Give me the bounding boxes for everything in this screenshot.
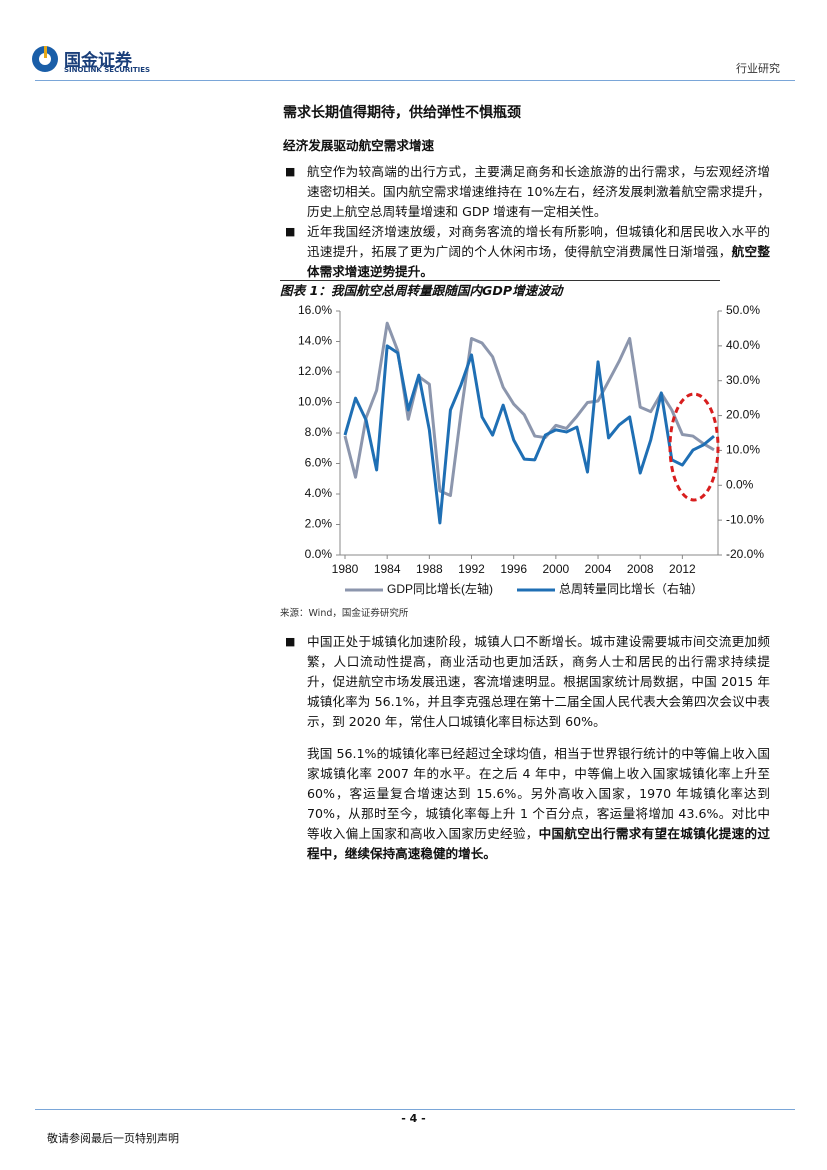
bullet-text: 航空作为较高端的出行方式，主要满足商务和长途旅游的出行需求，与宏观经济增速密切相… [307, 164, 770, 219]
emphasis: 航空整体需求增速逆势提升。 [307, 244, 771, 279]
y2-tick-label: 50.0% [726, 303, 760, 317]
legend-label: 总周转量同比增长（右轴） [559, 581, 703, 596]
paragraph: 我国 56.1%的城镇化率已经超过全球均值，相当于世界银行统计的中等偏上收入国家… [307, 744, 770, 864]
y-tick-label: 6.0% [305, 456, 333, 470]
y2-tick-label: 40.0% [726, 338, 760, 352]
x-tick-label: 1992 [458, 562, 485, 576]
source: 来源：Wind，国金证券研究所 [280, 608, 409, 619]
series-line [343, 344, 715, 525]
bullet-text: 中国正处于城镇化加速阶段，城镇人口不断增长。城市建设需要城市间交流更加频繁，人口… [307, 634, 770, 729]
y-tick-label: 0.0% [305, 547, 333, 561]
y2-tick-label: 30.0% [726, 373, 760, 387]
y2-tick-label: -10.0% [726, 512, 764, 526]
bullet-text: 近年我国经济增速放缓，对商务客流的增长有所影响，但城镇化和居民收入水平的迅速提升… [307, 222, 770, 282]
legend-label: GDP同比增长(左轴) [387, 581, 493, 596]
chart: 0.0% 2.0% 4.0% 6.0% 8.0% 10.0% 12.0% 14.0% 16.0%… [298, 303, 764, 596]
y2-tick-label: 10.0% [726, 443, 760, 457]
page-number: - 4 - [401, 1112, 426, 1125]
x-tick-label: 1980 [332, 562, 359, 576]
y-tick-label: 12.0% [298, 364, 332, 378]
emphasis: 中国航空出行需求有望在城镇化提速的过程中，继续保持高速稳健的增长。 [307, 826, 771, 861]
logo-icon [32, 46, 58, 72]
x-tick-label: 1984 [374, 562, 401, 576]
y2-tick-label: -20.0% [726, 547, 764, 561]
figure-caption: 图表 1：我国航空总周转量跟随国内GDP增速波动 [280, 280, 720, 301]
footer-rule [35, 1109, 795, 1110]
x-tick-label: 1988 [416, 562, 443, 576]
subheading: 经济发展驱动航空需求增速 [283, 138, 435, 153]
y2-tick-label: 20.0% [726, 408, 760, 422]
y-tick-label: 14.0% [298, 334, 332, 348]
highlight-ellipse [668, 392, 720, 502]
x-tick-label: 2000 [543, 562, 570, 576]
bullet-mark: ■ [285, 635, 296, 648]
text: 近年我国经济增速放缓，对商务客流的增长有所影响，但城镇化和居民收入水平的迅速提升… [307, 224, 770, 259]
bullet-mark: ■ [285, 165, 296, 178]
y-tick-label: 2.0% [305, 517, 333, 531]
x-tick-label: 1996 [500, 562, 527, 576]
y2-tick-label: 0.0% [726, 477, 754, 491]
x-tick-label: 2012 [669, 562, 696, 576]
x-tick-label: 2004 [585, 562, 612, 576]
heading: 需求长期值得期待，供给弹性不惧瓶颈 [283, 105, 521, 121]
header-rule [35, 80, 795, 81]
bullet-mark: ■ [285, 225, 296, 238]
y-tick-label: 10.0% [298, 395, 332, 409]
logo-en: SINOLINK SECURITIES [64, 66, 151, 74]
logo-cn: 国金证券 [64, 51, 132, 71]
section-label: 行业研究 [736, 62, 780, 75]
text: 我国 56.1%的城镇化率已经超过全球均值，相当于世界银行统计的中等偏上收入国家… [307, 746, 770, 841]
y-tick-label: 4.0% [305, 486, 333, 500]
disclaimer: 敬请参阅最后一页特别声明 [47, 1132, 179, 1145]
y-tick-label: 16.0% [298, 303, 332, 317]
x-tick-label: 2008 [627, 562, 654, 576]
y-tick-label: 8.0% [305, 425, 333, 439]
